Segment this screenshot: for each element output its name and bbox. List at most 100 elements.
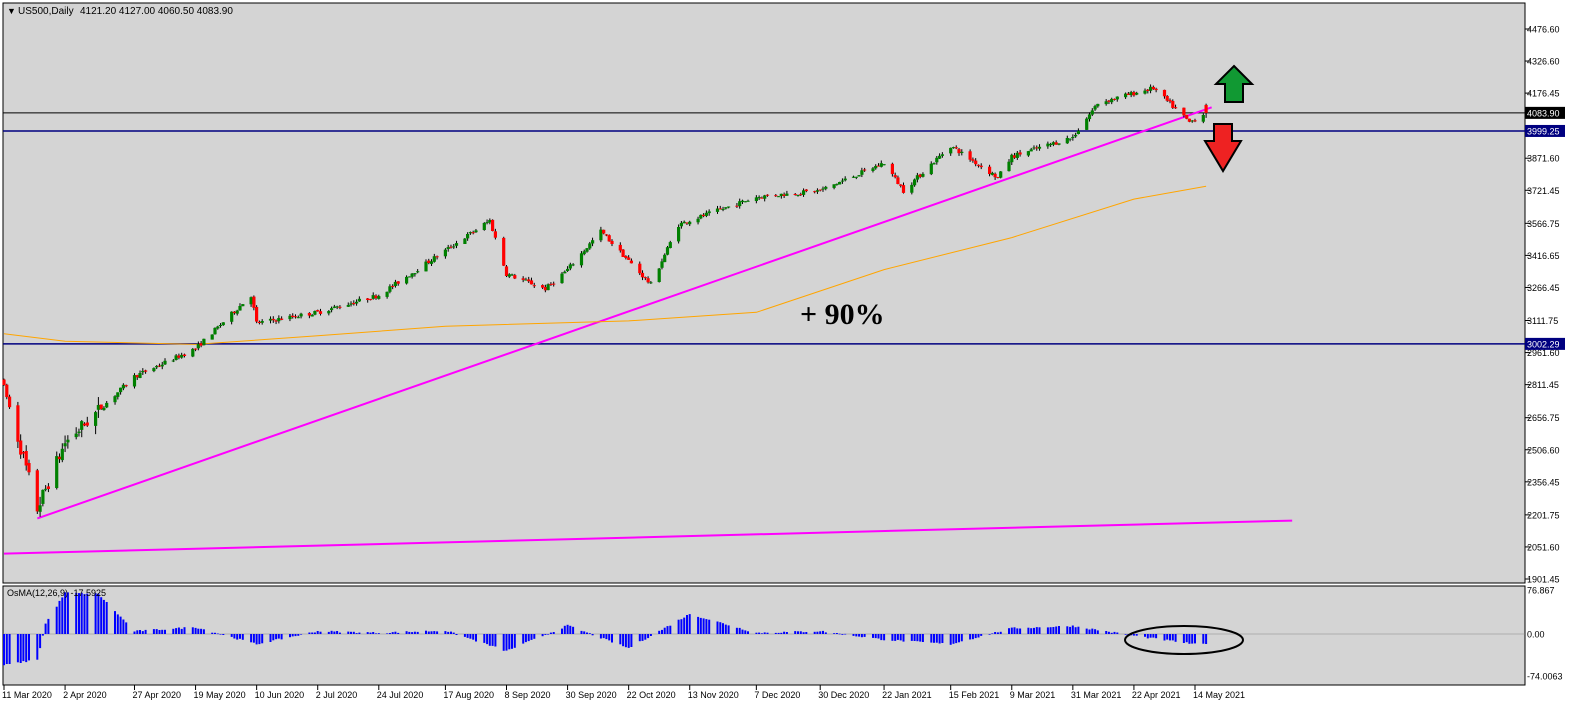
bearish-candle[interactable] bbox=[199, 343, 203, 346]
bullish-candle[interactable] bbox=[566, 268, 570, 271]
bullish-candle[interactable] bbox=[568, 264, 572, 269]
bullish-candle[interactable] bbox=[649, 282, 653, 284]
bearish-candle[interactable] bbox=[718, 208, 722, 210]
bullish-candle[interactable] bbox=[688, 221, 692, 225]
bullish-candle[interactable] bbox=[1143, 90, 1147, 94]
bearish-candle[interactable] bbox=[177, 355, 181, 358]
bearish-candle[interactable] bbox=[638, 263, 642, 274]
bullish-candle[interactable] bbox=[230, 311, 234, 322]
bullish-candle[interactable] bbox=[660, 261, 664, 268]
bullish-candle[interactable] bbox=[357, 298, 361, 302]
bullish-candle[interactable] bbox=[679, 222, 683, 227]
bullish-candle[interactable] bbox=[579, 253, 584, 266]
bearish-candle[interactable] bbox=[863, 169, 867, 171]
bullish-candle[interactable] bbox=[488, 220, 492, 223]
bullish-candle[interactable] bbox=[949, 147, 953, 154]
bullish-candle[interactable] bbox=[171, 360, 175, 362]
bearish-candle[interactable] bbox=[735, 205, 739, 207]
bearish-candle[interactable] bbox=[144, 370, 148, 372]
bearish-candle[interactable] bbox=[157, 365, 162, 367]
bullish-candle[interactable] bbox=[424, 261, 428, 272]
bullish-candle[interactable] bbox=[588, 243, 592, 249]
bullish-candle[interactable] bbox=[393, 281, 397, 286]
bearish-candle[interactable] bbox=[1204, 104, 1208, 113]
bullish-candle[interactable] bbox=[66, 439, 70, 443]
bearish-candle[interactable] bbox=[813, 191, 817, 193]
bullish-candle[interactable] bbox=[754, 197, 758, 201]
bearish-candle[interactable] bbox=[502, 237, 506, 266]
bearish-candle[interactable] bbox=[1132, 92, 1136, 96]
bullish-candle[interactable] bbox=[466, 234, 470, 239]
bearish-candle[interactable] bbox=[1154, 88, 1158, 91]
bullish-candle[interactable] bbox=[921, 173, 925, 177]
bearish-candle[interactable] bbox=[16, 405, 20, 442]
bearish-candle[interactable] bbox=[471, 232, 475, 234]
bearish-candle[interactable] bbox=[1185, 114, 1189, 119]
bearish-candle[interactable] bbox=[19, 440, 23, 455]
bullish-candle[interactable] bbox=[454, 243, 459, 246]
bullish-candle[interactable] bbox=[707, 211, 711, 214]
bullish-candle[interactable] bbox=[94, 412, 98, 426]
bearish-candle[interactable] bbox=[954, 147, 958, 149]
bearish-candle[interactable] bbox=[549, 283, 553, 285]
bullish-candle[interactable] bbox=[591, 240, 595, 244]
bullish-candle[interactable] bbox=[546, 284, 550, 291]
bearish-candle[interactable] bbox=[280, 318, 284, 320]
bullish-candle[interactable] bbox=[410, 273, 414, 277]
bullish-candle[interactable] bbox=[191, 348, 195, 357]
bullish-candle[interactable] bbox=[1115, 96, 1119, 100]
bearish-candle[interactable] bbox=[1193, 120, 1197, 122]
bullish-candle[interactable] bbox=[1029, 149, 1033, 152]
bullish-candle[interactable] bbox=[335, 306, 339, 308]
bullish-candle[interactable] bbox=[213, 327, 217, 335]
bearish-candle[interactable] bbox=[232, 311, 236, 314]
bearish-candle[interactable] bbox=[491, 219, 495, 231]
bullish-candle[interactable] bbox=[585, 248, 589, 252]
bullish-candle[interactable] bbox=[96, 405, 100, 410]
bullish-candle[interactable] bbox=[385, 291, 389, 297]
bullish-candle[interactable] bbox=[763, 195, 767, 199]
bearish-candle[interactable] bbox=[435, 256, 439, 258]
bullish-candle[interactable] bbox=[432, 256, 436, 262]
bullish-candle[interactable] bbox=[327, 311, 331, 314]
bullish-candle[interactable] bbox=[724, 207, 728, 209]
bearish-candle[interactable] bbox=[527, 279, 531, 282]
bullish-candle[interactable] bbox=[990, 172, 994, 175]
bullish-candle[interactable] bbox=[999, 171, 1003, 178]
bullish-candle[interactable] bbox=[524, 279, 528, 281]
bullish-candle[interactable] bbox=[835, 183, 839, 185]
bullish-candle[interactable] bbox=[1104, 101, 1108, 105]
moving-average-line[interactable] bbox=[3, 185, 1207, 345]
bullish-candle[interactable] bbox=[452, 246, 456, 248]
bullish-candle[interactable] bbox=[1110, 98, 1114, 103]
bullish-candle[interactable] bbox=[727, 206, 731, 208]
bearish-candle[interactable] bbox=[316, 310, 320, 312]
bullish-candle[interactable] bbox=[910, 184, 914, 193]
bullish-candle[interactable] bbox=[482, 223, 486, 230]
bullish-candle[interactable] bbox=[563, 271, 567, 274]
bullish-candle[interactable] bbox=[940, 154, 944, 156]
bearish-candle[interactable] bbox=[643, 277, 647, 279]
bullish-candle[interactable] bbox=[60, 448, 64, 461]
bullish-candle[interactable] bbox=[1010, 154, 1014, 163]
bearish-candle[interactable] bbox=[5, 384, 9, 398]
bearish-candle[interactable] bbox=[896, 177, 900, 184]
bullish-candle[interactable] bbox=[746, 200, 750, 202]
bullish-candle[interactable] bbox=[824, 186, 828, 189]
bullish-candle[interactable] bbox=[1037, 146, 1042, 149]
bullish-candle[interactable] bbox=[413, 273, 417, 275]
bearish-candle[interactable] bbox=[685, 222, 689, 224]
bearish-candle[interactable] bbox=[607, 235, 611, 242]
bullish-candle[interactable] bbox=[860, 170, 864, 175]
bullish-candle[interactable] bbox=[704, 212, 708, 216]
bullish-candle[interactable] bbox=[832, 184, 836, 188]
bullish-candle[interactable] bbox=[1124, 93, 1128, 98]
bearish-candle[interactable] bbox=[1182, 107, 1186, 116]
bearish-candle[interactable] bbox=[449, 246, 453, 248]
bullish-candle[interactable] bbox=[785, 193, 789, 196]
bullish-candle[interactable] bbox=[330, 308, 334, 311]
bearish-candle[interactable] bbox=[621, 249, 625, 257]
bullish-candle[interactable] bbox=[929, 163, 933, 175]
bullish-candle[interactable] bbox=[1085, 118, 1089, 130]
bearish-candle[interactable] bbox=[291, 315, 295, 317]
